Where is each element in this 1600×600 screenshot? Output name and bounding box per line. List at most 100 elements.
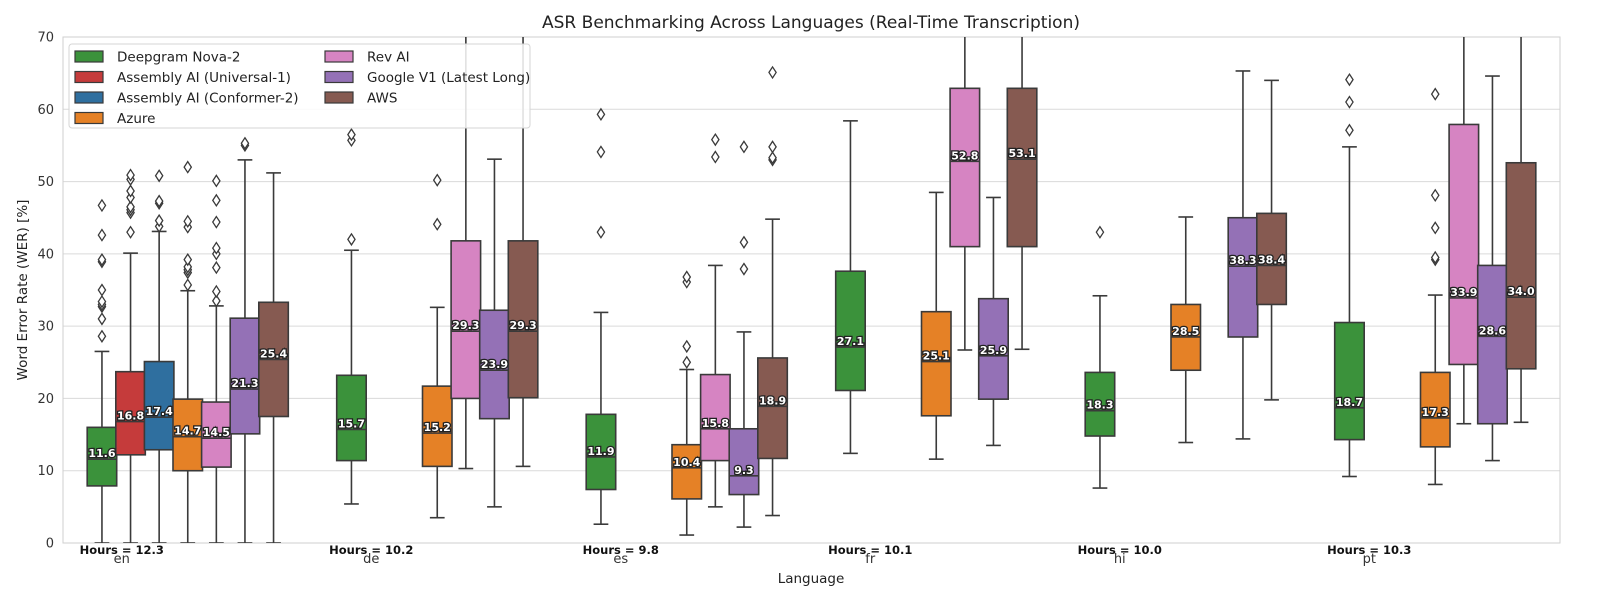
outlier-point bbox=[97, 312, 107, 326]
box-iqr bbox=[86, 426, 118, 487]
box-iqr bbox=[450, 240, 482, 400]
outlier-point bbox=[739, 235, 749, 249]
outlier-point bbox=[126, 225, 135, 239]
median-label: 33.9 bbox=[1450, 286, 1477, 299]
legend-swatch bbox=[324, 70, 354, 84]
box-iqr bbox=[1505, 161, 1537, 370]
median-label: 53.1 bbox=[1008, 147, 1035, 160]
outlier-point bbox=[596, 225, 606, 239]
outlier-point bbox=[1430, 221, 1440, 235]
box-fr-3 bbox=[920, 191, 952, 460]
box-en-3 bbox=[172, 160, 204, 543]
box-iqr bbox=[949, 87, 981, 248]
box-es-6 bbox=[756, 65, 789, 517]
outlier-point bbox=[1430, 188, 1440, 202]
x-tick-label: de bbox=[363, 552, 379, 567]
outlier-point bbox=[768, 151, 777, 165]
box-hi-3 bbox=[1170, 216, 1202, 444]
hours-label: Hours = 10.2 bbox=[329, 543, 413, 557]
median-label: 11.6 bbox=[88, 447, 115, 460]
box-es-3 bbox=[671, 270, 703, 536]
median-label: 21.3 bbox=[231, 377, 258, 390]
legend-swatch bbox=[324, 91, 354, 104]
outlier-point bbox=[739, 262, 749, 276]
box-iqr bbox=[200, 401, 232, 468]
legend-swatch bbox=[74, 91, 104, 104]
box-en-4 bbox=[200, 174, 232, 543]
box-de-3 bbox=[421, 173, 453, 519]
y-axis-label: Word Error Rate (WER) [%] bbox=[15, 200, 31, 381]
box-es-0 bbox=[585, 107, 617, 526]
outlier-point bbox=[183, 214, 193, 229]
outlier-point bbox=[211, 215, 221, 229]
box-pt-4 bbox=[1448, 37, 1480, 425]
outlier-point bbox=[211, 284, 221, 299]
box-iqr bbox=[977, 297, 1010, 400]
outlier-point bbox=[739, 140, 749, 154]
box-iqr bbox=[920, 310, 952, 417]
median-label: 10.4 bbox=[673, 456, 700, 469]
outlier-point bbox=[97, 329, 107, 343]
box-iqr bbox=[834, 270, 867, 392]
box-iqr bbox=[115, 370, 147, 456]
median-label: 17.3 bbox=[1422, 406, 1449, 419]
box-en-5 bbox=[229, 136, 261, 543]
outlier-point bbox=[432, 217, 442, 231]
box-iqr bbox=[671, 443, 703, 500]
median-label: 25.9 bbox=[980, 344, 1007, 357]
legend-entry: Rev AI bbox=[367, 50, 410, 66]
legend-entry: AWS bbox=[367, 91, 397, 107]
box-iqr bbox=[229, 317, 261, 435]
median-label: 52.8 bbox=[951, 149, 978, 162]
x-tick-label: pt bbox=[1363, 552, 1376, 567]
median-label: 38.4 bbox=[1258, 253, 1285, 266]
box-en-6 bbox=[257, 172, 290, 543]
median-label: 23.9 bbox=[481, 358, 508, 371]
outlier-point bbox=[97, 294, 107, 309]
box-iqr bbox=[1256, 212, 1288, 306]
outlier-point bbox=[126, 168, 135, 182]
hours-label: Hours = 10.3 bbox=[1327, 543, 1411, 557]
outlier-point bbox=[183, 260, 193, 274]
outlier-point bbox=[682, 339, 692, 354]
outlier-point bbox=[1345, 72, 1354, 87]
y-tick-label: 60 bbox=[37, 103, 54, 118]
legend-entry: Assembly AI (Universal-1) bbox=[117, 70, 291, 86]
hours-label: Hours = 10.0 bbox=[1078, 543, 1162, 557]
median-label: 18.3 bbox=[1086, 399, 1113, 412]
box-en-0 bbox=[86, 198, 118, 543]
median-label: 14.5 bbox=[203, 426, 230, 439]
box-iqr bbox=[1448, 123, 1480, 366]
outlier-point bbox=[183, 252, 193, 267]
outlier-point bbox=[97, 198, 107, 213]
box-iqr bbox=[1476, 264, 1508, 425]
median-label: 29.3 bbox=[509, 319, 536, 332]
legend-frame bbox=[68, 43, 531, 129]
box-de-6 bbox=[507, 37, 539, 468]
outlier-point bbox=[1430, 250, 1440, 265]
outlier-point bbox=[710, 132, 720, 147]
outlier-point bbox=[1095, 225, 1105, 239]
median-label: 29.3 bbox=[452, 319, 479, 332]
box-pt-6 bbox=[1505, 37, 1537, 424]
outlier-point bbox=[347, 232, 356, 247]
outlier-point bbox=[97, 252, 107, 267]
box-hi-6 bbox=[1256, 79, 1288, 401]
box-de-5 bbox=[478, 158, 511, 508]
median-label: 28.5 bbox=[1172, 325, 1199, 338]
outlier-point bbox=[1430, 87, 1440, 101]
outlier-point bbox=[682, 270, 692, 284]
median-label: 16.8 bbox=[117, 410, 144, 423]
outlier-point bbox=[154, 194, 164, 208]
box-iqr bbox=[143, 360, 175, 451]
outlier-point bbox=[97, 228, 107, 242]
box-iqr bbox=[728, 427, 760, 496]
box-iqr bbox=[478, 309, 511, 420]
box-fr-5 bbox=[977, 196, 1010, 447]
legend-swatch bbox=[74, 111, 104, 125]
box-fr-4 bbox=[949, 37, 981, 351]
legend-entry: Assembly AI (Conformer-2) bbox=[117, 91, 299, 107]
box-hi-0 bbox=[1084, 225, 1116, 489]
median-label: 18.7 bbox=[1336, 396, 1363, 409]
